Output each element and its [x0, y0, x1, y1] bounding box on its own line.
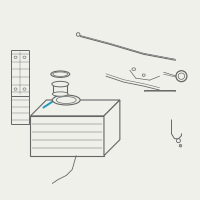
Ellipse shape: [52, 92, 68, 96]
Polygon shape: [11, 96, 29, 124]
Polygon shape: [30, 100, 120, 116]
Ellipse shape: [176, 71, 187, 82]
Ellipse shape: [176, 139, 180, 143]
Ellipse shape: [56, 97, 76, 103]
Ellipse shape: [14, 88, 17, 90]
Ellipse shape: [51, 71, 70, 77]
Ellipse shape: [53, 72, 68, 76]
Ellipse shape: [23, 56, 26, 58]
Ellipse shape: [52, 95, 80, 105]
Ellipse shape: [76, 33, 80, 36]
Ellipse shape: [178, 73, 185, 79]
Polygon shape: [11, 50, 29, 96]
Ellipse shape: [52, 81, 69, 87]
Ellipse shape: [14, 56, 17, 58]
Ellipse shape: [132, 68, 136, 71]
Ellipse shape: [23, 88, 26, 90]
Polygon shape: [104, 100, 120, 156]
Ellipse shape: [180, 145, 181, 146]
Ellipse shape: [142, 74, 145, 76]
Ellipse shape: [179, 144, 182, 147]
Polygon shape: [30, 116, 104, 156]
